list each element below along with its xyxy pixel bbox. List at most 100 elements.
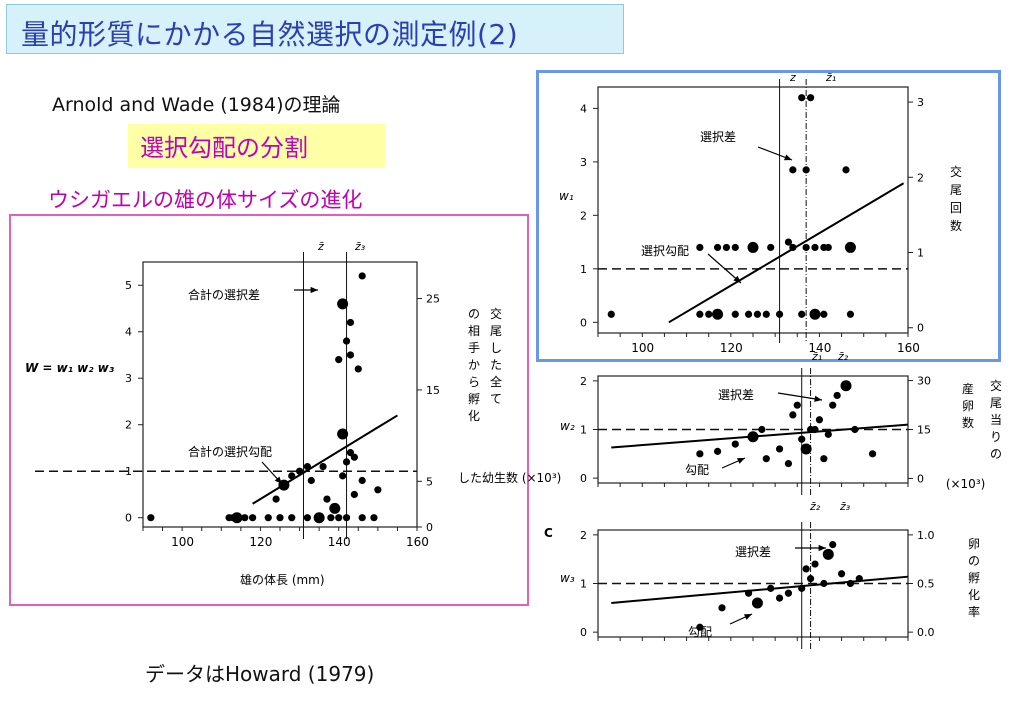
theory-subtitle: Arnold and Wade (1984)の理論 [52,94,341,116]
w1-data-point [842,166,850,174]
total-data-point [350,490,358,499]
w1-ytick-label: 1 [580,263,587,276]
mating-selection-frame [536,70,1001,362]
w1-data-point [802,166,810,174]
w1-data-point [607,310,615,318]
svg-text:卵の孵化率: 卵の孵化率 [968,537,980,619]
total-ytick-label: 1 [125,465,132,478]
w3-data-point [744,589,753,597]
w2-right-label: 交尾当りの産卵数 (×10³) [942,378,1002,491]
total-xtick-label: 120 [249,535,272,549]
total-data-point [346,351,355,359]
total-data-point [307,476,315,485]
w2-data-point [820,455,828,463]
w1-rtick-label: 2 [917,171,924,184]
w1-data-point [713,243,722,252]
total-data-point [323,495,331,503]
marker-z2-bottom: z̄₂ [837,350,849,363]
marker-z: z [789,71,796,84]
w3-ytick-label: 2 [580,529,587,542]
w1-xtick-label: 120 [720,341,743,355]
w1-arrow-head [784,154,792,161]
w2-data-point [747,431,759,443]
w3-data-point [784,589,793,597]
w2-data-point [775,445,784,453]
total-data-point [335,514,343,522]
total-data-point [342,458,351,466]
w1-data-point [789,166,797,174]
w1-rtick-label: 0 [917,322,924,335]
total-data-point [303,514,311,522]
total-ytick-label: 3 [125,372,132,385]
total-data-point [337,298,349,310]
total-data-point [319,462,327,471]
w3-rtick-label: 0.0 [917,626,935,639]
w1-right-label: 交尾回数 [950,164,962,233]
total-data-point [354,365,362,373]
w2-data-point [762,455,770,463]
w1-rtick-label: 3 [917,96,924,109]
total-data-point [241,514,249,522]
chart-w1: w₁ 0 1 2 3 4 100 120 140 160 0 1 2 3 z z̄₁ z̄₁ z̄₂ 選… [559,71,962,363]
w3-data-point [829,540,837,549]
w2-gradient-line [611,423,909,449]
w3-arrow-head [744,614,752,620]
w1-data-point [811,243,819,252]
total-data-point [358,272,366,280]
total-rtick-label: 5 [426,475,433,488]
highlight-text: 選択勾配の分割 [140,134,308,162]
total-selection-frame [9,214,529,606]
w1-data-point [809,308,821,320]
w1-ytick-label: 4 [580,102,587,115]
total-ytick-label: 2 [125,419,132,432]
annotation-w3-diff: 選択差 [735,545,771,559]
w3-data-point [767,584,775,592]
marker-z3: z̄₃ [839,500,851,513]
total-data-point [249,514,257,522]
total-data-point [358,476,366,485]
w1-data-point [762,310,770,318]
w1-plot-frame [597,86,909,334]
w3-data-point [798,584,806,592]
w2-data-point [696,450,704,458]
w2-label: w₂ [560,419,575,433]
w2-data-point [829,401,837,409]
w3-data-point [775,594,784,602]
w2-data-point [815,416,824,424]
w1-data-point [767,243,775,252]
total-ytick-label: 0 [125,512,132,525]
total-data-point [147,514,155,522]
w2-data-point [758,425,766,434]
total-data-point [370,514,378,522]
w3-data-point [806,575,815,583]
total-xtick-label: 160 [406,535,429,549]
w2-data-point [840,380,852,392]
title-banner: 量的形質にかかる自然選択の測定例(2) [6,4,624,54]
w2-data-point [784,459,793,468]
w1-data-point [744,310,753,318]
total-data-point [313,512,325,524]
w3-data-point [822,548,834,560]
w3-data-point [837,570,846,578]
w2-data-point [851,425,859,434]
w1-data-point [775,310,784,318]
total-data-point [342,337,351,345]
total-data-point [231,512,243,524]
w1-xtick-label: 140 [808,341,831,355]
svg-text:交尾当りの産卵数 (×10³): 交尾当りの産卵数 (×10³) [942,378,1002,491]
total-xtick-label: 140 [328,535,351,549]
total-rtick-label: 15 [426,384,440,397]
total-data-point [350,453,358,461]
total-data-point [346,318,355,327]
total-rtick-label: 0 [426,521,433,534]
w2-axes: 0 1 2 0 15 30 [580,368,931,495]
w1-data-point [747,241,759,253]
w2-data-point [800,443,812,455]
w2-arrow-head [737,458,745,464]
highlight-box [128,124,385,168]
w3-ytick-label: 0 [580,626,587,639]
w3-rtick-label: 0.5 [917,578,935,591]
total-ytick-label: 5 [125,279,132,292]
annotation-w3-grad: 勾配 [688,625,712,639]
